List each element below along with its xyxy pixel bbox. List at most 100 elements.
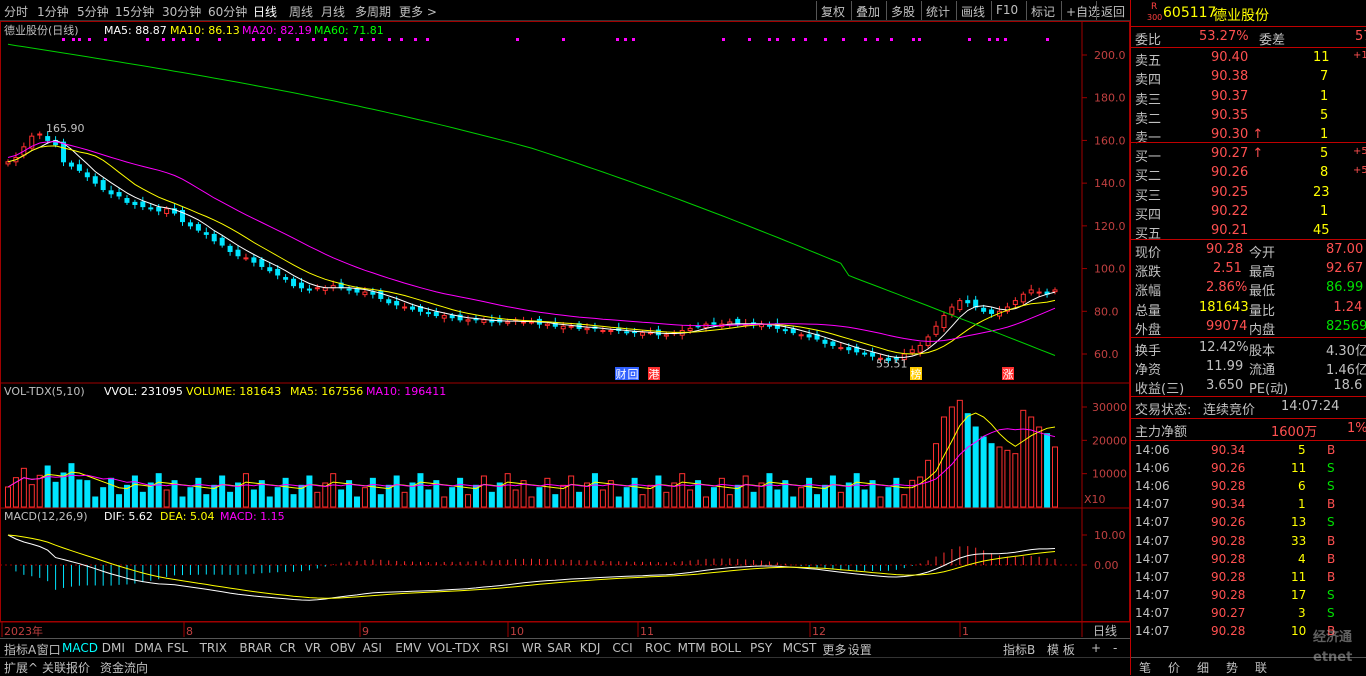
indicator-right-1[interactable]: 模 板 [1047, 643, 1075, 657]
volume-bar [544, 477, 551, 508]
toolbar-button-8[interactable]: 返回 [1096, 1, 1129, 20]
period-tab-9[interactable]: 多周期 [355, 5, 392, 19]
quote-tab-4[interactable]: 联 [1255, 661, 1268, 675]
candle-body [235, 249, 241, 257]
event-marker[interactable]: 回 [628, 368, 639, 381]
buy-label: 买五 [1135, 227, 1162, 243]
toolbar-button-0[interactable]: 复权 [816, 1, 849, 20]
indicator-tab-12[interactable]: EMV [395, 641, 422, 655]
volume-bar [1020, 409, 1027, 508]
quote-tab-0[interactable]: 笔 [1139, 661, 1152, 675]
bottom-tab-0[interactable]: 扩展^ [4, 661, 39, 675]
indicator-tab-9[interactable]: VR [304, 641, 322, 655]
volume-bar [512, 489, 519, 508]
tick-volume: 1 [1298, 497, 1306, 512]
indicator-right-3[interactable]: - [1113, 641, 1118, 655]
toolbar-button-2[interactable]: 多股 [886, 1, 919, 20]
volume-bar [385, 484, 392, 508]
indicator-tab-11[interactable]: ASI [362, 641, 382, 655]
buy-row[interactable]: 买四 90.22 1 [1131, 203, 1366, 223]
buy-row[interactable]: 买五 90.21 45 [1131, 222, 1366, 243]
toolbar-button-1[interactable]: 叠加 [851, 1, 884, 20]
period-tab-3[interactable]: 15分钟 [115, 5, 155, 19]
indicator-tab-20[interactable]: MTM [677, 641, 706, 655]
indicator-tab-23[interactable]: MCST [782, 641, 817, 655]
toolbar-button-3[interactable]: 统计 [921, 1, 954, 20]
signal-dot [824, 38, 827, 41]
candle-body [378, 291, 384, 299]
quote-tab-2[interactable]: 细 [1197, 661, 1210, 675]
volume-bar [52, 481, 59, 508]
quote-tab-3[interactable]: 势 [1226, 661, 1239, 675]
sell-row[interactable]: 卖四 90.38 7 [1131, 68, 1366, 88]
candle-body [909, 349, 915, 354]
toolbar-button-4[interactable]: 画线 [956, 1, 989, 20]
indicator-tab-2[interactable]: MACD [62, 641, 98, 655]
toolbar-button-6[interactable]: 标记 [1026, 1, 1059, 20]
indicator-tab-0[interactable]: 指标A [4, 643, 37, 657]
indicator-tab-3[interactable]: DMI [101, 641, 125, 655]
indicator-tab-1[interactable]: 窗口 [36, 643, 61, 657]
kline-chart[interactable]: 200.0 180.0 160.0 140.0 120.0 100.0 80.0 60.0 德业… [0, 21, 1130, 638]
signal-dot [78, 38, 81, 41]
volume-bar [28, 484, 35, 508]
bottom-tab-1[interactable]: 关联报价 [42, 661, 91, 675]
indicator-tab-8[interactable]: CR [279, 641, 296, 655]
tick-side: B [1327, 533, 1336, 548]
buy-row[interactable]: 买三 90.25 23 [1131, 184, 1366, 204]
tick-side: B [1327, 443, 1336, 457]
sell-row[interactable]: 卖五 90.40 11 +1 [1131, 49, 1366, 69]
main-net-row: 主力净额 1600万 1% [1131, 420, 1366, 440]
stat-label: 现价 [1135, 246, 1162, 261]
indicator-tab-19[interactable]: ROC [645, 641, 672, 655]
toolbar-button-5[interactable]: F10 [991, 1, 1022, 20]
quote-tab-1[interactable]: 价 [1168, 661, 1181, 675]
candle-body [148, 207, 154, 210]
period-tab-1[interactable]: 1分钟 [37, 5, 69, 19]
period-tab-10[interactable]: 更多 > [399, 5, 437, 19]
indicator-tab-18[interactable]: CCI [612, 641, 633, 655]
macd-header-3: MACD: 1.15 [220, 510, 285, 523]
indicator-tab-22[interactable]: PSY [750, 641, 773, 655]
buy-row[interactable]: 买二 90.26 8 +5 [1131, 164, 1366, 184]
volume-bar [131, 475, 138, 508]
tick-time: 14:07 [1135, 605, 1170, 620]
bottom-tab-2[interactable]: 资金流向 [100, 661, 149, 675]
stat-label-2: 最高 [1249, 265, 1276, 281]
indicator-tab-7[interactable]: BRAR [239, 641, 273, 655]
indicator-tab-6[interactable]: TRIX [199, 641, 228, 655]
main-header-4: MA60: 71.81 [314, 24, 384, 37]
period-tab-2[interactable]: 5分钟 [77, 5, 109, 19]
period-tab-5[interactable]: 60分钟 [208, 5, 248, 19]
indicator-tab-10[interactable]: OBV [330, 641, 356, 655]
indicator-tab-13[interactable]: VOL-TDX [427, 641, 480, 655]
sell-row[interactable]: 卖二 90.35 5 [1131, 107, 1366, 127]
period-tab-0[interactable]: 分时 [4, 5, 29, 19]
indicator-right-2[interactable]: + [1091, 641, 1102, 655]
indicator-right-0[interactable]: 指标B [1003, 643, 1036, 657]
indicator-tab-15[interactable]: WR [521, 641, 542, 655]
period-tab-7[interactable]: 周线 [289, 5, 314, 19]
period-tab-6[interactable]: 日线 [253, 5, 278, 19]
period-tab-4[interactable]: 30分钟 [162, 5, 202, 19]
event-marker[interactable]: 财 [616, 367, 627, 381]
buy-row[interactable]: 买一 90.27 ↑ 5 +5 [1131, 145, 1366, 165]
sell-row[interactable]: 卖三 90.37 1 [1131, 88, 1366, 108]
indicator-tab-5[interactable]: FSL [167, 641, 188, 655]
vol-header-2: VOLUME: 181643 [186, 385, 281, 398]
indicator-tab-21[interactable]: BOLL [710, 641, 742, 655]
indicator-tab-17[interactable]: KDJ [579, 641, 601, 655]
toolbar-button-7[interactable]: +自选 [1061, 1, 1104, 20]
indicator-tab-25[interactable]: 设置 [847, 643, 872, 657]
indicator-tab-24[interactable]: 更多 [822, 643, 847, 657]
period-tab-8[interactable]: 月线 [321, 5, 346, 19]
event-marker[interactable]: 榜 [911, 367, 922, 381]
event-marker[interactable]: 港 [649, 368, 660, 381]
tick-time: 14:07 [1135, 515, 1170, 530]
indicator-tab-4[interactable]: DMA [134, 641, 163, 655]
event-marker[interactable]: 涨 [1003, 368, 1014, 381]
indicator-tab-14[interactable]: RSI [489, 641, 509, 655]
stat-value-2: 4.30亿 [1326, 344, 1366, 359]
volume-bar [258, 480, 265, 508]
indicator-tab-16[interactable]: SAR [547, 641, 572, 655]
